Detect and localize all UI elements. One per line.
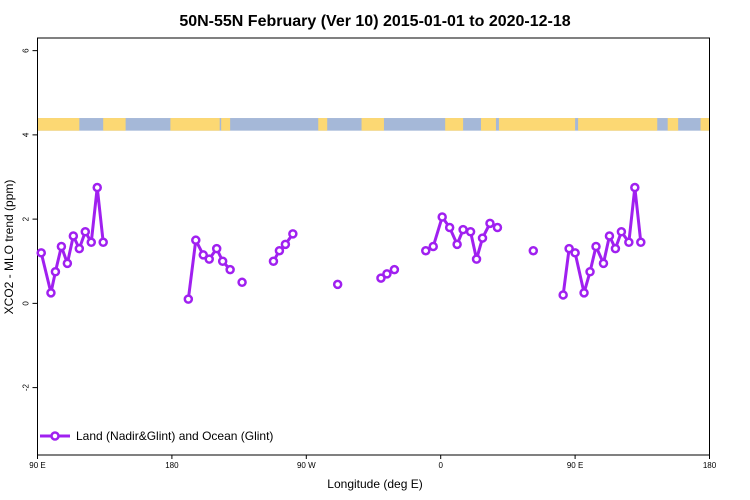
- y-tick-label: -2: [22, 384, 31, 392]
- data-point: [452, 239, 462, 250]
- surface-band: [37, 118, 710, 131]
- data-point: [198, 250, 209, 260]
- x-tick-label: 0: [438, 461, 443, 470]
- y-tick-label: 0: [22, 301, 31, 306]
- band-land: [37, 118, 80, 131]
- data-point: [477, 233, 488, 243]
- data-point: [598, 258, 609, 269]
- data-point: [237, 277, 247, 288]
- data-point: [332, 279, 343, 290]
- data-point: [585, 267, 595, 277]
- x-tick-label: 180: [703, 461, 717, 470]
- legend-label: Land (Nadir&Glint) and Ocean (Glint): [76, 429, 273, 443]
- data-point: [74, 243, 85, 254]
- data-point: [217, 256, 228, 266]
- data-point: [36, 248, 46, 258]
- data-point: [274, 245, 285, 256]
- band-land: [498, 118, 576, 131]
- data-point: [68, 231, 79, 241]
- data-point: [46, 288, 56, 298]
- data-point: [610, 243, 621, 254]
- data-point: [485, 218, 495, 229]
- data-point: [204, 254, 214, 264]
- band-land: [221, 118, 231, 131]
- x-tick-label: 90 E: [567, 461, 583, 470]
- data-point: [268, 256, 279, 266]
- chart-title: 50N-55N February (Ver 10) 2015-01-01 to …: [179, 13, 570, 30]
- x-axis-label: Longitude (deg E): [327, 477, 422, 491]
- band-land: [700, 118, 710, 131]
- data-point: [564, 243, 574, 254]
- data-point: [98, 237, 108, 248]
- band-land: [667, 118, 679, 131]
- data-point: [528, 245, 539, 256]
- band-land: [170, 118, 220, 131]
- data-point: [636, 237, 646, 248]
- band-land: [481, 118, 496, 131]
- data-point: [624, 237, 634, 248]
- legend-marker: [50, 431, 60, 441]
- band-land: [445, 118, 464, 131]
- y-tick-label: 4: [22, 132, 31, 137]
- data-point: [437, 212, 447, 222]
- data-point: [92, 182, 102, 193]
- data-point: [80, 227, 91, 237]
- data-point: [570, 248, 580, 258]
- data-point: [376, 273, 386, 283]
- x-tick-label: 90 E: [29, 461, 45, 470]
- data-point: [444, 222, 455, 233]
- data-point: [471, 254, 482, 264]
- data-point: [62, 258, 73, 269]
- data-point: [191, 235, 201, 245]
- data-point: [86, 237, 97, 248]
- data-point: [280, 239, 291, 250]
- band-land: [578, 118, 658, 131]
- data-point: [492, 222, 503, 233]
- data-point: [389, 264, 400, 275]
- data-point: [183, 294, 194, 304]
- data-point: [630, 182, 640, 193]
- data-point: [458, 224, 468, 235]
- x-tick-label: 90 W: [297, 461, 316, 470]
- data-point: [211, 243, 222, 254]
- band-land: [318, 118, 328, 131]
- band-land: [361, 118, 384, 131]
- x-tick-label: 180: [165, 461, 179, 470]
- y-tick-label: 2: [22, 216, 31, 221]
- plot-frame: [37, 37, 710, 456]
- series-line: [186, 238, 232, 300]
- y-axis-label: XCO2 - MLO trend (ppm): [2, 180, 16, 315]
- y-tick-label: 6: [22, 48, 31, 53]
- series-layer: [36, 182, 646, 304]
- data-point: [382, 269, 392, 279]
- data-point: [421, 245, 431, 256]
- x-axis: 90 E 180 90 W 0 90 E 180: [29, 455, 717, 470]
- band-land: [103, 118, 126, 131]
- data-point: [56, 241, 67, 252]
- data-point: [591, 241, 601, 252]
- data-point: [604, 231, 615, 241]
- data-point: [616, 227, 627, 237]
- y-axis: 6 4 2 0 -2: [22, 48, 38, 391]
- legend: Land (Nadir&Glint) and Ocean (Glint): [40, 429, 273, 443]
- data-point: [50, 267, 61, 277]
- data-point: [465, 227, 476, 237]
- data-point: [579, 288, 589, 298]
- data-point: [428, 241, 438, 252]
- data-point: [558, 290, 568, 300]
- data-point: [225, 264, 235, 275]
- data-point: [288, 229, 298, 239]
